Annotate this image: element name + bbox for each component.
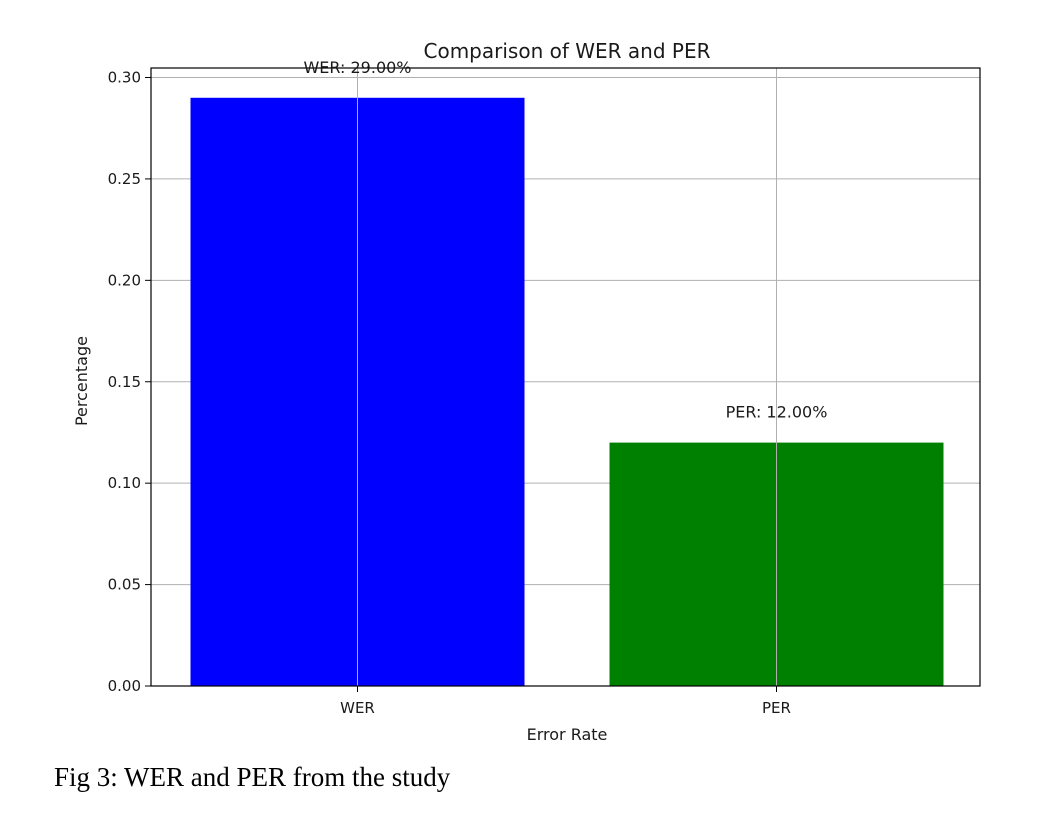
x-tick-label: PER xyxy=(762,699,791,717)
y-tick-label: 0.30 xyxy=(108,69,141,87)
x-tick-label: WER xyxy=(340,699,375,717)
data-label: PER: 12.00% xyxy=(726,403,828,422)
x-axis-label: Error Rate xyxy=(527,725,608,744)
y-axis-label: Percentage xyxy=(72,336,91,426)
axes: 0.00 0.05 0.10 0.15 0.20 0.25 0.30 WER PER WER: 2… xyxy=(108,58,981,717)
y-tick-label: 0.10 xyxy=(108,474,141,492)
figure-caption: Fig 3: WER and PER from the study xyxy=(54,762,451,792)
plot-frame xyxy=(150,67,981,687)
y-tick-label: 0.15 xyxy=(108,373,141,391)
y-tick-label: 0.05 xyxy=(108,576,141,594)
y-tick-label: 0.20 xyxy=(108,271,141,289)
data-label: WER: 29.00% xyxy=(303,58,411,77)
bars xyxy=(190,97,944,687)
y-tick-label: 0.00 xyxy=(108,677,141,695)
y-tick-label: 0.25 xyxy=(108,170,141,188)
chart-title: Comparison of WER and PER xyxy=(424,39,711,63)
